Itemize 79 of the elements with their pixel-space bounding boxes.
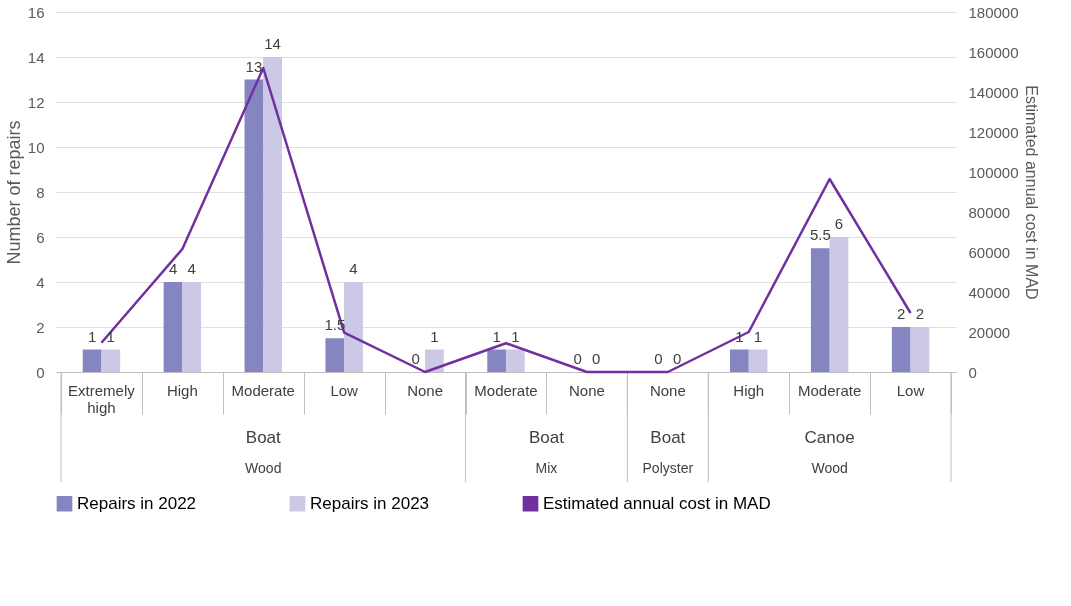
y2-tick-label: 40000 [968, 283, 1011, 301]
text: Boat [650, 428, 686, 447]
text: Boat [528, 428, 565, 447]
y2-tick-label: 60000 [968, 243, 1011, 261]
data-label: 0 [592, 350, 601, 367]
y-tick-label: 12 [27, 93, 45, 111]
bar [182, 282, 202, 372]
data-label: 4 [187, 260, 196, 277]
x-tick-label: High [166, 382, 198, 399]
y-tick-label: 16 [27, 3, 45, 21]
text: Wood [245, 460, 282, 476]
y2-tick-label: 120000 [968, 123, 1019, 141]
text: Wood [811, 460, 848, 476]
data-label: 4 [168, 260, 178, 277]
legend-label: Repairs in 2023 [310, 493, 430, 513]
bar [325, 338, 345, 372]
data-label: 1 [430, 327, 439, 345]
data-label: 5.5 [809, 226, 831, 244]
data-label: 2 [897, 305, 906, 322]
y2-tick-label: 140000 [968, 83, 1019, 101]
y2-tick-label: 100000 [968, 163, 1019, 181]
bar [263, 57, 282, 372]
y-axis-title: Number of repairs [3, 120, 24, 265]
data-label: 1 [511, 327, 520, 345]
data-label: 0 [654, 350, 663, 367]
bar [244, 79, 264, 372]
data-label: 1 [753, 327, 763, 345]
bar [829, 237, 849, 372]
x-tick-label: High [733, 382, 765, 399]
text: Boat [245, 428, 282, 447]
x-tick-label: None [407, 382, 444, 399]
y2-tick-label: 160000 [968, 43, 1019, 61]
y-tick-label: 8 [36, 183, 45, 201]
data-label: 13 [245, 57, 263, 75]
data-label: 1 [87, 327, 97, 345]
y2-tick-label: 20000 [968, 323, 1011, 341]
y2-tick-label: 80000 [968, 203, 1011, 221]
bar [748, 349, 768, 372]
x-tick-label: Moderate [474, 382, 538, 399]
bar [163, 282, 183, 372]
y-tick-label: 2 [36, 318, 45, 336]
text: Canoe [804, 428, 855, 447]
bar [910, 327, 930, 372]
bar [82, 349, 102, 372]
data-label: 4 [349, 260, 358, 277]
y-tick-label: 6 [36, 228, 45, 246]
bar [810, 248, 830, 372]
x-tick-label: Low [896, 382, 925, 399]
text: Mix [535, 460, 558, 476]
y-tick-label: 14 [27, 48, 45, 66]
y-tick-label: 4 [36, 273, 45, 291]
bar [891, 327, 911, 372]
text: Polyster [642, 460, 694, 476]
data-label: 1 [106, 327, 115, 345]
x-tick-label: None [568, 382, 605, 399]
x-tick-label: Moderate [797, 382, 862, 399]
legend-label: Estimated annual cost in MAD [543, 493, 771, 513]
x-tick-label: Low [330, 382, 359, 399]
data-label: 14 [264, 35, 281, 52]
data-label: 2 [915, 305, 925, 322]
x-tick-label: None [649, 382, 686, 399]
y-tick-label: 0 [36, 363, 45, 381]
y-tick-label: 10 [27, 138, 45, 156]
bar [730, 349, 749, 372]
data-label: 0 [411, 350, 420, 367]
bar [505, 349, 525, 372]
legend-label: Repairs in 2022 [77, 493, 197, 513]
data-label: 0 [573, 350, 582, 367]
data-label: 0 [672, 350, 682, 367]
y2-tick-label: 0 [968, 363, 977, 381]
y2-tick-label: 180000 [968, 3, 1019, 21]
bar [344, 282, 363, 372]
x-tick-label: Moderate [231, 382, 295, 399]
bar [101, 349, 121, 372]
data-label: 1 [492, 327, 501, 345]
data-label: 6 [834, 215, 844, 232]
x-tick-label: Extremely high [68, 382, 136, 416]
y2-axis-title: Estimated annual cost in MAD [1022, 85, 1040, 300]
bar [487, 349, 507, 372]
